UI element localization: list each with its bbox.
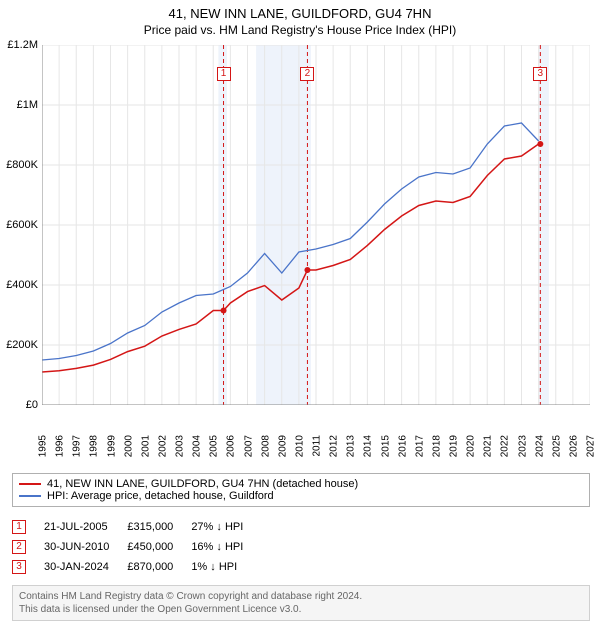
x-axis-label: 2005 [207, 435, 220, 457]
transaction-delta: 27% ↓ HPI [191, 517, 261, 537]
x-axis-label: 2024 [532, 435, 545, 457]
x-axis-label: 2008 [258, 435, 271, 457]
transaction-date: 30-JUN-2010 [44, 537, 127, 557]
x-axis-label: 2023 [515, 435, 528, 457]
transaction-marker: 3 [12, 560, 26, 574]
line-chart [42, 45, 590, 405]
transaction-table: 1 21-JUL-2005£315,00027% ↓ HPI 2 30-JUN-201… [12, 517, 261, 577]
x-axis-label: 2007 [241, 435, 254, 457]
x-axis-label: 2004 [190, 435, 203, 457]
y-axis-label: £1.2M [7, 39, 42, 51]
x-axis-label: 2003 [173, 435, 186, 457]
transaction-date: 30-JAN-2024 [44, 557, 127, 577]
transaction-date: 21-JUL-2005 [44, 517, 127, 537]
x-axis-label: 2001 [138, 435, 151, 457]
legend-row: 41, NEW INN LANE, GUILDFORD, GU4 7HN (de… [19, 478, 583, 490]
transaction-delta: 16% ↓ HPI [191, 537, 261, 557]
x-axis-label: 1995 [36, 435, 49, 457]
x-axis-label: 2015 [378, 435, 391, 457]
transaction-price: £450,000 [127, 537, 191, 557]
legend-label: HPI: Average price, detached house, Guil… [47, 490, 274, 502]
x-axis-label: 2012 [327, 435, 340, 457]
transaction-price: £870,000 [127, 557, 191, 577]
y-axis-label: £0 [26, 399, 42, 411]
y-axis-label: £600K [6, 219, 42, 231]
x-axis-label: 1998 [87, 435, 100, 457]
y-axis-label: £1M [17, 99, 42, 111]
transaction-delta: 1% ↓ HPI [191, 557, 261, 577]
x-axis-label: 2011 [310, 435, 323, 457]
x-axis-label: 2013 [344, 435, 357, 457]
legend-swatch [19, 483, 41, 485]
attribution-line: This data is licensed under the Open Gov… [19, 603, 583, 616]
x-axis-label: 2021 [481, 435, 494, 457]
x-axis-label: 2025 [549, 435, 562, 457]
transaction-row: 1 21-JUL-2005£315,00027% ↓ HPI [12, 517, 261, 537]
title-block: 41, NEW INN LANE, GUILDFORD, GU4 7HN Pri… [0, 0, 600, 37]
main-title: 41, NEW INN LANE, GUILDFORD, GU4 7HN [0, 6, 600, 21]
x-axis-label: 2016 [395, 435, 408, 457]
legend: 41, NEW INN LANE, GUILDFORD, GU4 7HN (de… [12, 473, 590, 507]
transaction-row: 2 30-JUN-2010£450,00016% ↓ HPI [12, 537, 261, 557]
x-axis-label: 1996 [53, 435, 66, 457]
legend-label: 41, NEW INN LANE, GUILDFORD, GU4 7HN (de… [47, 478, 358, 490]
chart-marker: 2 [300, 67, 314, 81]
chart-marker: 3 [533, 67, 547, 81]
x-axis-label: 1999 [104, 435, 117, 457]
x-axis-label: 2027 [584, 435, 597, 457]
sub-title: Price paid vs. HM Land Registry's House … [0, 23, 600, 37]
x-axis-label: 2020 [464, 435, 477, 457]
y-axis-label: £800K [6, 159, 42, 171]
x-axis-label: 2009 [275, 435, 288, 457]
chart-marker: 1 [217, 67, 231, 81]
x-axis-label: 1997 [70, 435, 83, 457]
transaction-price: £315,000 [127, 517, 191, 537]
x-axis-label: 2022 [498, 435, 511, 457]
attribution: Contains HM Land Registry data © Crown c… [12, 585, 590, 621]
x-axis-label: 2017 [412, 435, 425, 457]
transaction-marker: 1 [12, 520, 26, 534]
transaction-row: 3 30-JAN-2024£870,0001% ↓ HPI [12, 557, 261, 577]
x-axis-label: 2026 [566, 435, 579, 457]
legend-swatch [19, 495, 41, 497]
x-axis-label: 2010 [292, 435, 305, 457]
legend-row: HPI: Average price, detached house, Guil… [19, 490, 583, 502]
x-axis-label: 2000 [121, 435, 134, 457]
attribution-line: Contains HM Land Registry data © Crown c… [19, 590, 583, 603]
y-axis-label: £400K [6, 279, 42, 291]
x-axis-label: 2006 [224, 435, 237, 457]
footer: 41, NEW INN LANE, GUILDFORD, GU4 7HN (de… [12, 473, 590, 621]
chart-area: £0£200K£400K£600K£800K£1M£1.2M1995199619… [42, 45, 590, 435]
transaction-marker: 2 [12, 540, 26, 554]
x-axis-label: 2019 [447, 435, 460, 457]
x-axis-label: 2014 [361, 435, 374, 457]
x-axis-label: 2018 [429, 435, 442, 457]
y-axis-label: £200K [6, 339, 42, 351]
x-axis-label: 2002 [155, 435, 168, 457]
